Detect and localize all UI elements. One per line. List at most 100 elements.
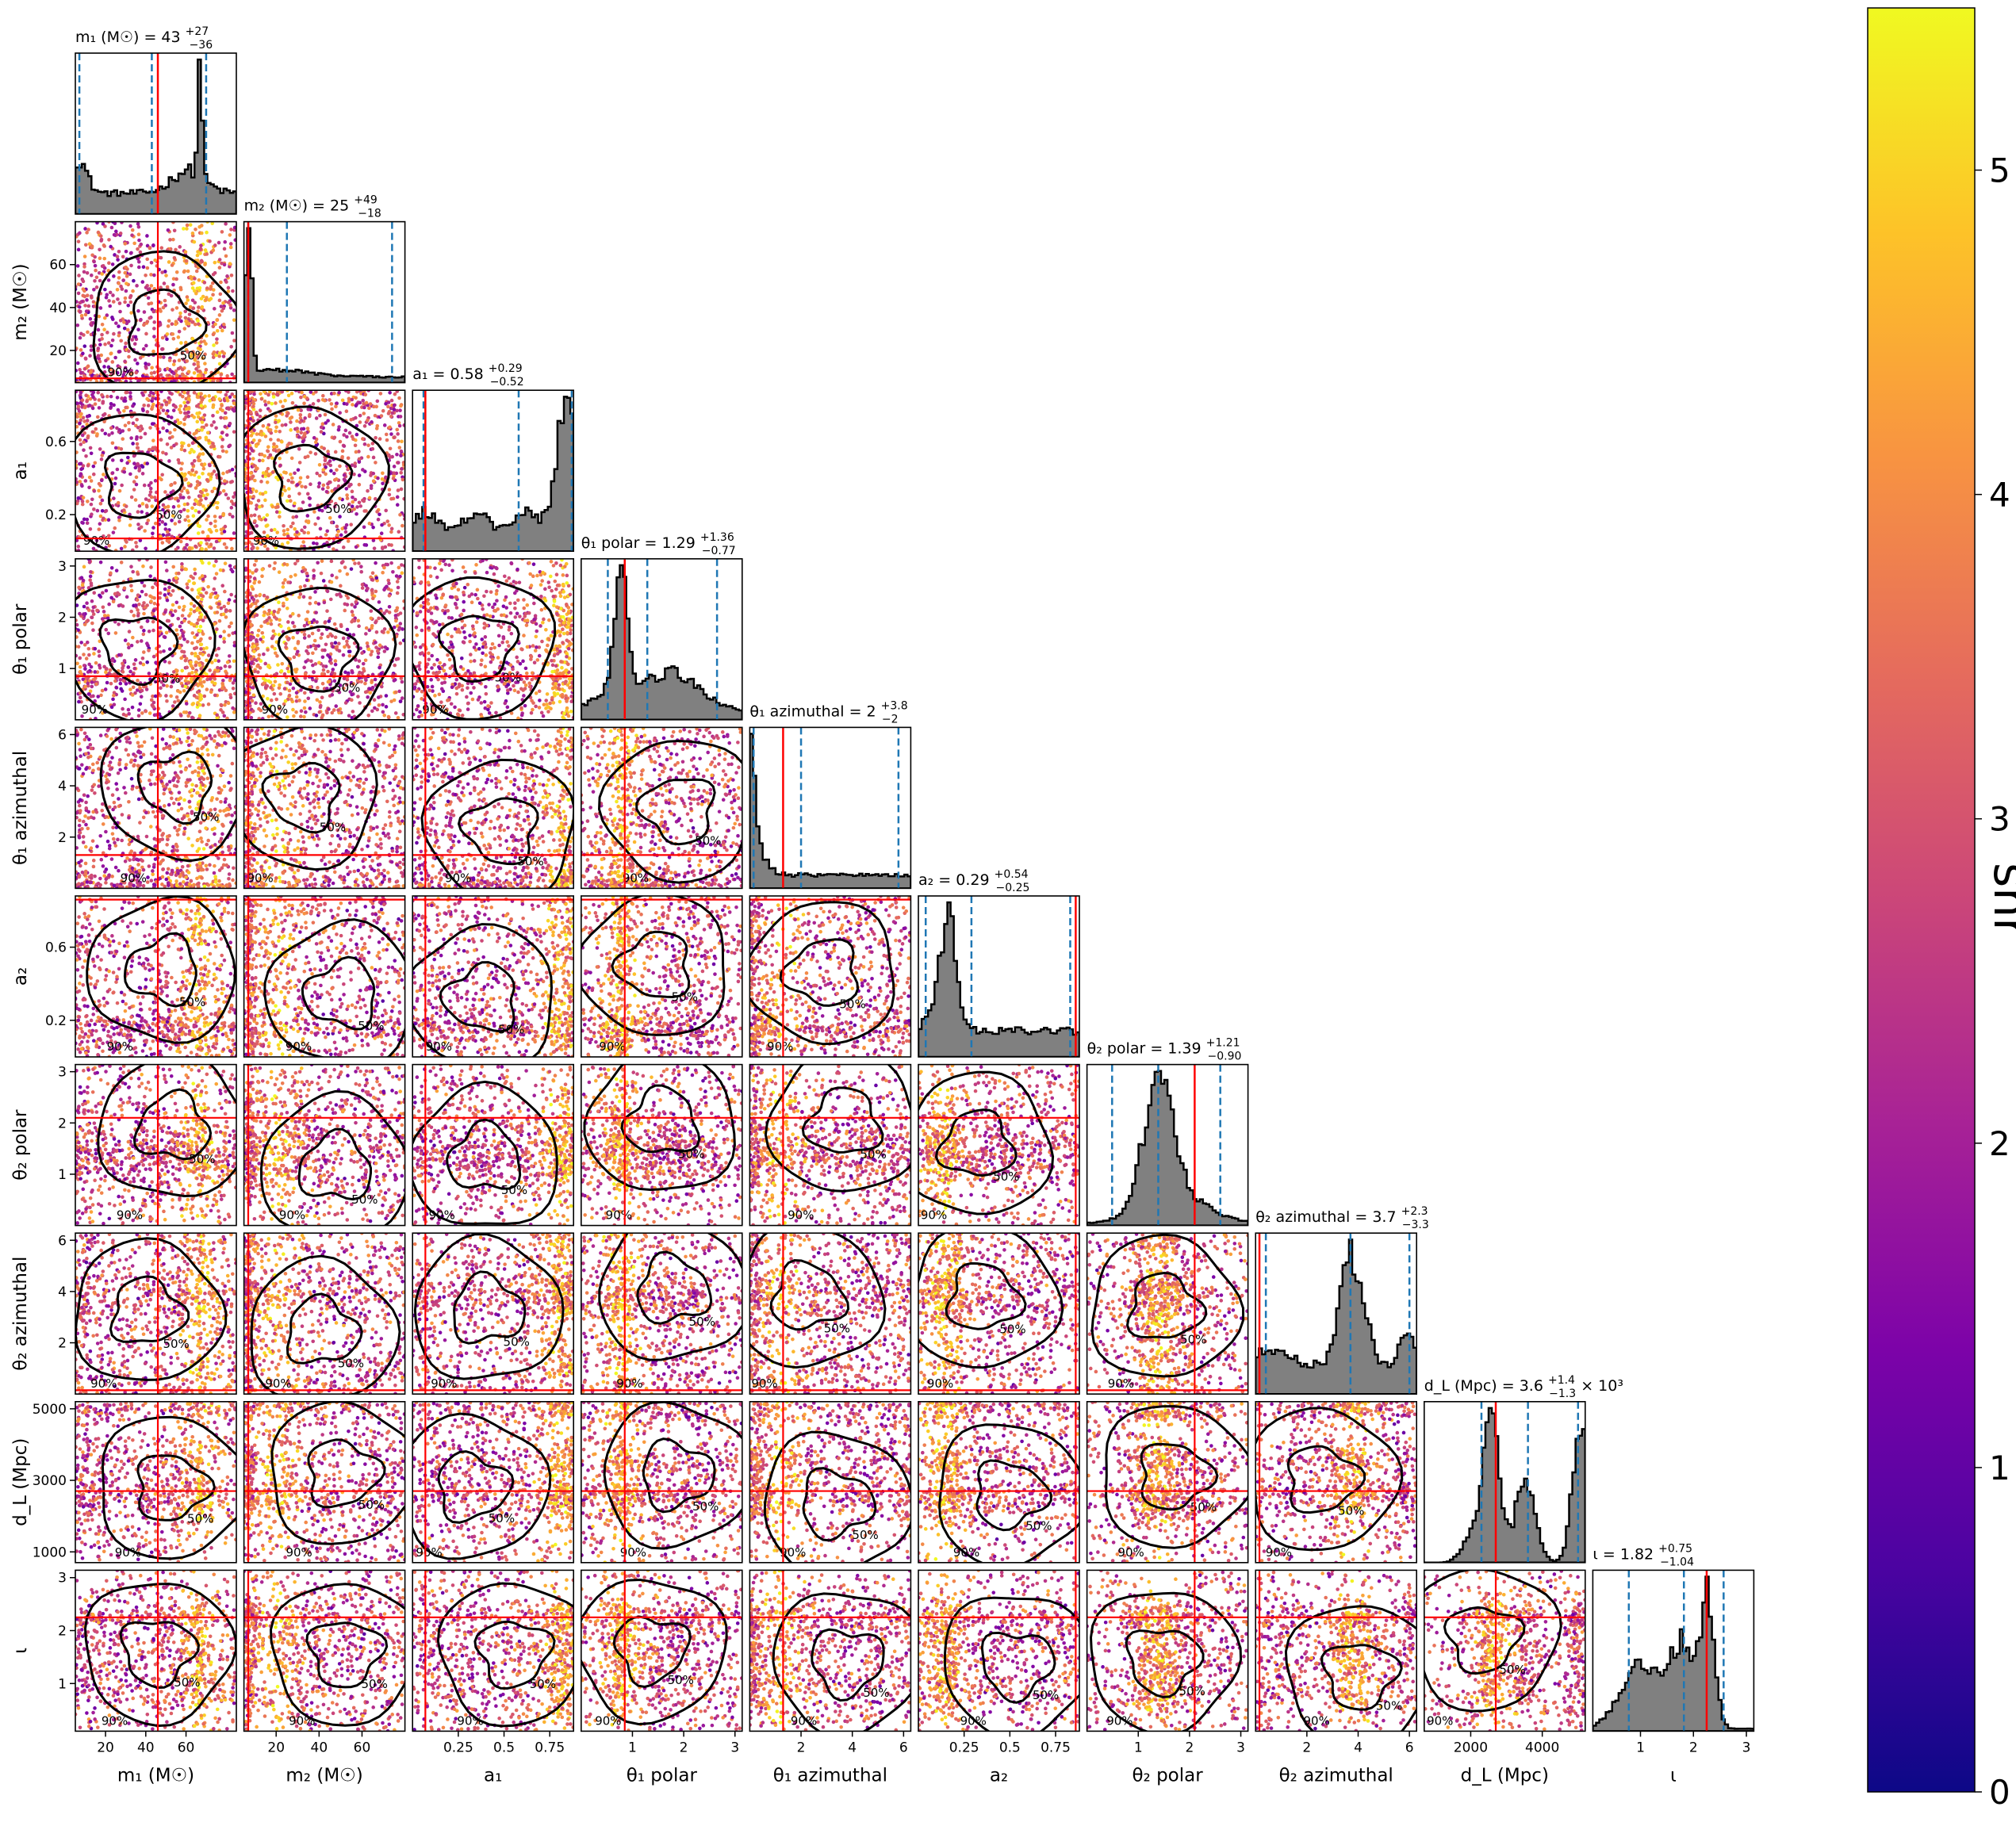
sample-point xyxy=(564,694,568,698)
sample-point xyxy=(79,348,83,352)
sample-point xyxy=(337,649,342,653)
sample-point xyxy=(371,471,376,476)
sample-point xyxy=(87,560,92,565)
sample-point xyxy=(94,268,98,273)
sample-point xyxy=(102,664,106,669)
sample-point xyxy=(275,654,279,658)
sample-point xyxy=(360,651,364,655)
sample-point xyxy=(389,588,393,592)
sample-point xyxy=(522,606,527,611)
sample-point xyxy=(382,423,387,427)
sample-point xyxy=(117,249,121,254)
sample-point xyxy=(313,590,317,594)
sample-point xyxy=(462,599,466,604)
sample-point xyxy=(472,659,477,663)
sample-point xyxy=(326,634,330,639)
sample-point xyxy=(205,518,209,522)
sample-point xyxy=(78,421,82,425)
sample-point xyxy=(119,546,124,551)
sample-point xyxy=(392,625,397,630)
sample-point xyxy=(252,513,257,518)
sample-point xyxy=(217,362,222,366)
sample-point xyxy=(369,473,373,477)
sample-point xyxy=(165,598,170,603)
sample-point xyxy=(135,417,139,422)
sample-point xyxy=(212,469,217,473)
sample-point xyxy=(374,561,378,565)
sample-point xyxy=(436,677,440,682)
sample-point xyxy=(88,396,93,401)
sample-point xyxy=(109,426,113,431)
sample-point xyxy=(394,618,398,623)
sample-point xyxy=(539,710,544,715)
sample-point xyxy=(196,701,200,705)
sample-point xyxy=(225,390,229,393)
sample-point xyxy=(317,507,322,512)
sample-point xyxy=(182,400,186,405)
sample-point xyxy=(521,659,525,664)
sample-point xyxy=(205,658,209,663)
sample-point xyxy=(281,585,286,589)
y-tick-label: 0.6 xyxy=(45,434,67,450)
sample-point xyxy=(112,331,116,336)
sample-point xyxy=(192,458,197,463)
sample-point xyxy=(331,645,335,649)
sample-point xyxy=(319,425,324,430)
sample-point xyxy=(196,394,200,399)
sample-point xyxy=(454,691,459,696)
sample-point xyxy=(202,281,207,285)
sample-point xyxy=(221,678,225,683)
hist-panel-m1: m₁ (M☉) = 43 +27 −36 xyxy=(75,25,237,215)
sample-point xyxy=(390,411,395,415)
sample-point xyxy=(318,526,323,531)
sample-point xyxy=(205,286,209,290)
sample-point xyxy=(243,406,247,411)
sample-point xyxy=(178,404,182,408)
sample-point xyxy=(255,613,259,618)
sample-point xyxy=(166,504,171,509)
sample-point xyxy=(107,433,111,437)
sample-point xyxy=(145,257,150,262)
sample-point xyxy=(254,489,259,493)
sample-point xyxy=(215,506,220,510)
sample-point xyxy=(468,639,472,644)
sample-point xyxy=(92,259,96,264)
sample-point xyxy=(274,392,279,396)
sample-point xyxy=(228,245,233,250)
sample-point xyxy=(384,508,388,513)
sample-point xyxy=(255,646,260,651)
sample-point xyxy=(149,371,154,375)
sample-point xyxy=(265,595,270,599)
sample-point xyxy=(462,630,466,634)
sample-point xyxy=(205,477,209,482)
sample-point xyxy=(329,469,333,473)
sample-point xyxy=(266,648,270,652)
sample-point xyxy=(188,304,193,309)
sample-point xyxy=(540,639,544,644)
sample-point xyxy=(328,682,332,687)
sample-point xyxy=(350,619,354,624)
sample-point xyxy=(292,714,296,718)
sample-point xyxy=(98,256,102,260)
sample-point xyxy=(118,309,122,314)
sample-point xyxy=(196,322,201,327)
sample-point xyxy=(194,291,198,296)
sample-point xyxy=(354,450,358,454)
panel-frame xyxy=(243,557,406,721)
sample-point xyxy=(274,445,279,449)
sample-point xyxy=(282,601,286,606)
sample-point xyxy=(484,684,488,689)
sample-point xyxy=(303,455,308,460)
sample-point xyxy=(326,653,330,657)
sample-point xyxy=(355,390,359,394)
sample-point xyxy=(338,464,342,469)
sample-point xyxy=(362,509,366,513)
sample-point xyxy=(184,702,189,706)
sample-point xyxy=(136,308,140,313)
sample-point xyxy=(425,662,430,666)
sample-point xyxy=(532,601,536,606)
sample-point xyxy=(168,431,172,434)
sample-point xyxy=(253,519,257,523)
sample-point xyxy=(144,546,148,551)
sample-point xyxy=(346,595,351,600)
